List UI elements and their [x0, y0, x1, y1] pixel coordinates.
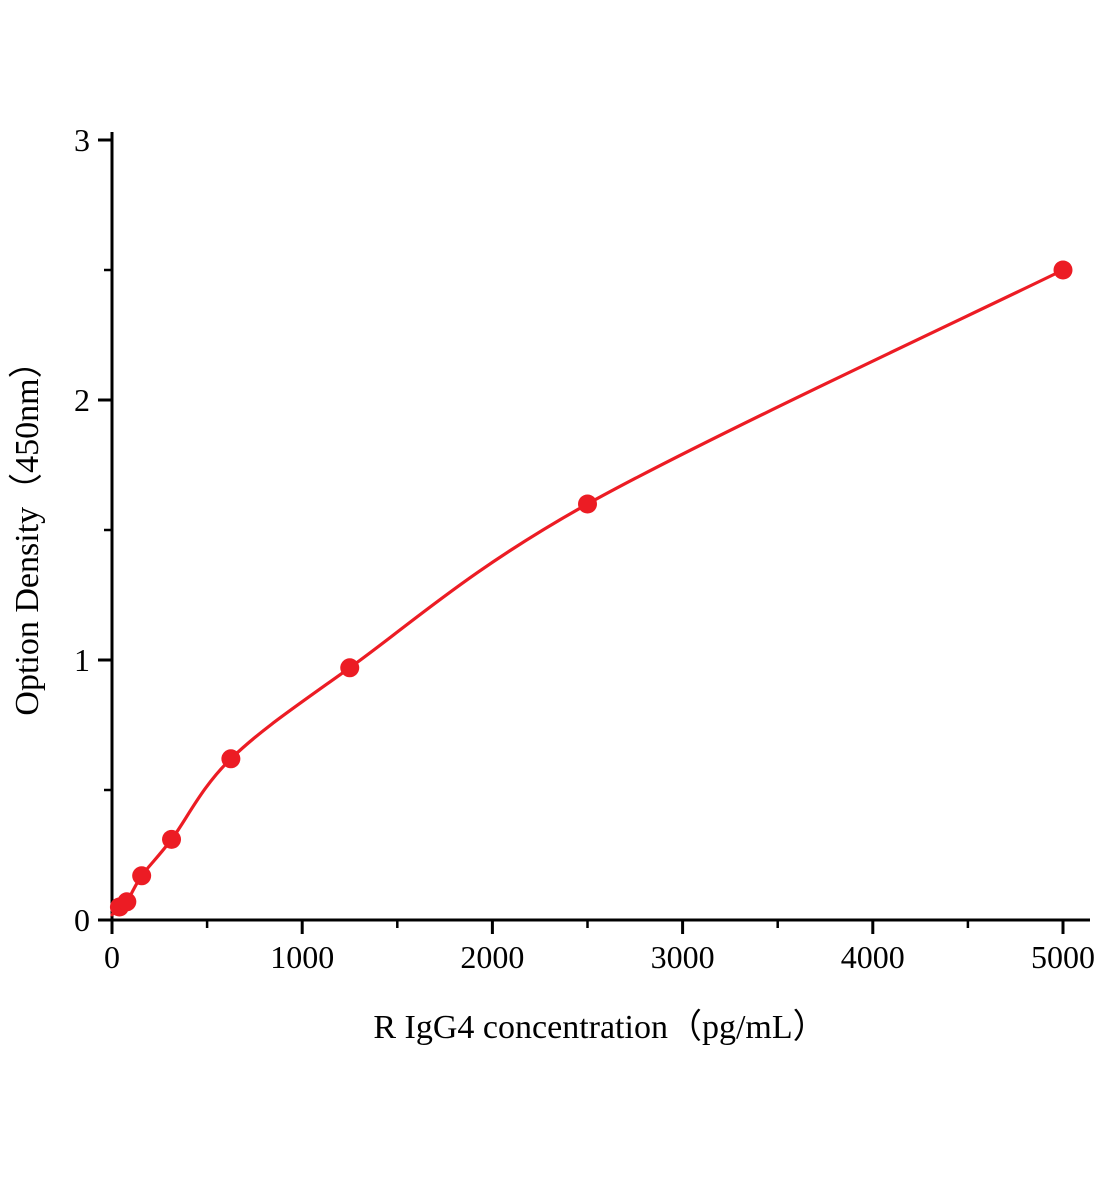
x-axis-label: R IgG4 concentration（pg/mL） — [373, 1008, 826, 1046]
plot-layer: 0 1000 2000 3000 4000 5000 0 1 2 3 — [74, 122, 1095, 975]
y-tick-label: 3 — [74, 122, 90, 158]
x-tick-label: 5000 — [1031, 939, 1095, 975]
data-point — [340, 658, 360, 678]
y-tick-label: 0 — [74, 902, 90, 938]
x-tick-label: 2000 — [460, 939, 524, 975]
data-point — [117, 892, 137, 912]
x-tick-label: 1000 — [270, 939, 334, 975]
y-tick-label: 2 — [74, 382, 90, 418]
data-point — [1053, 260, 1073, 280]
data-point — [578, 494, 597, 514]
x-tick-label: 3000 — [651, 939, 715, 975]
x-tick-label: 0 — [104, 939, 120, 975]
data-point — [221, 749, 241, 769]
y-axis-label: Option Density（450nm） — [8, 344, 46, 715]
x-tick-label: 4000 — [841, 939, 905, 975]
y-tick-label: 1 — [74, 642, 90, 678]
data-point — [162, 829, 182, 849]
data-point — [132, 866, 152, 886]
